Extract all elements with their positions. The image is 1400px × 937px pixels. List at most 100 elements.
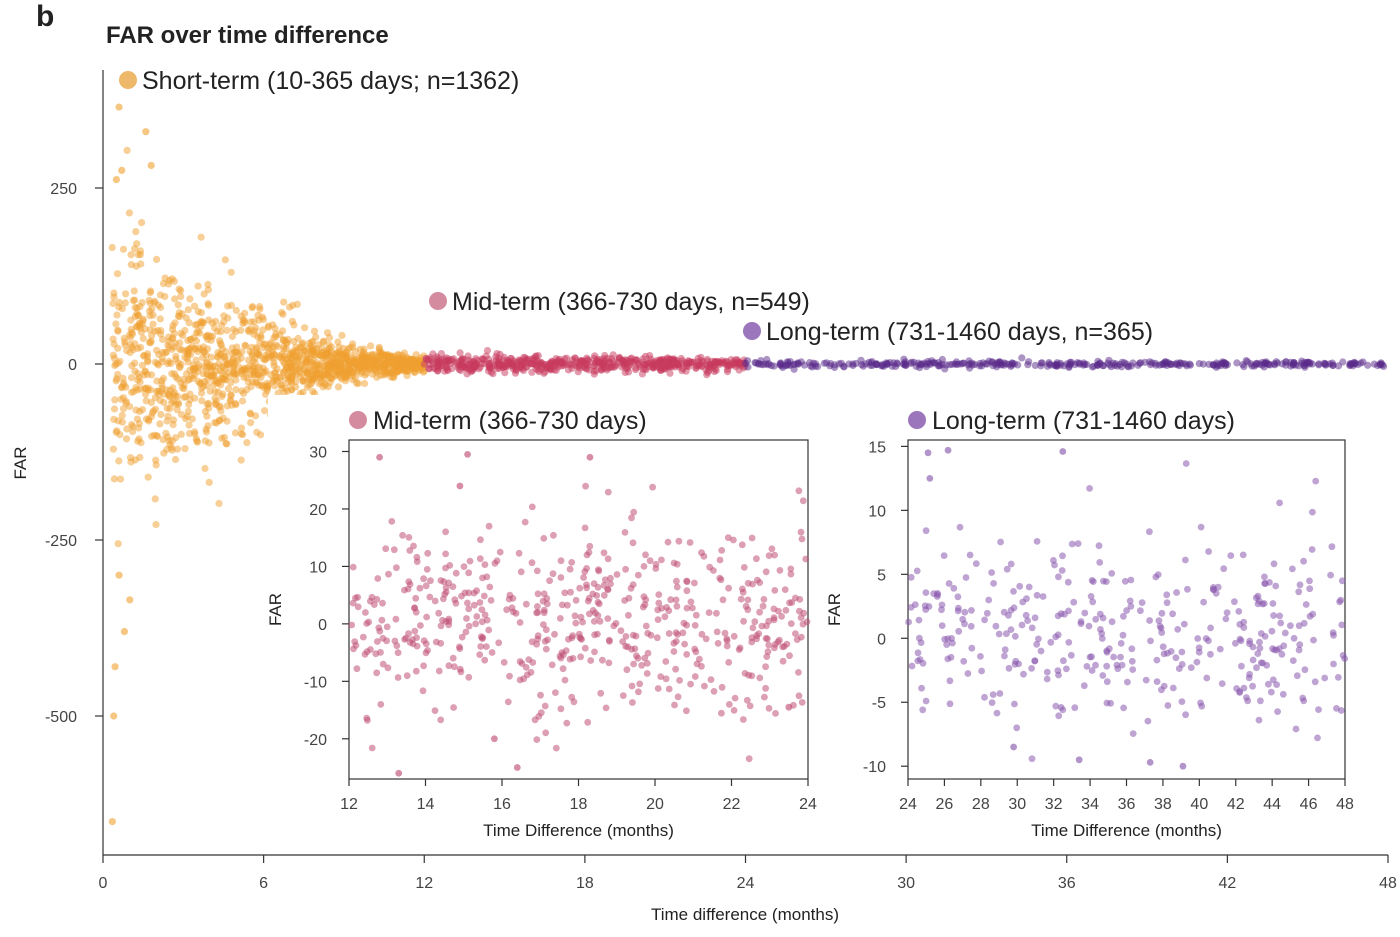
inset-data-point [662, 675, 670, 683]
data-point-short-outlier [126, 596, 134, 604]
data-point-long [1024, 361, 1032, 369]
inset-data-point [1273, 646, 1281, 654]
inset-data-point [563, 719, 571, 727]
data-point-short [243, 364, 251, 372]
inset-data-point [996, 690, 1004, 697]
inset-data-point [1087, 593, 1095, 600]
data-point-short [135, 419, 143, 428]
inset-data-point [1255, 716, 1263, 724]
data-point-short [237, 424, 246, 432]
inset-data-point [549, 570, 557, 578]
data-point-mid [703, 368, 712, 377]
data-point-short [237, 354, 245, 362]
inset-data-point [466, 557, 474, 565]
inset-data-point [1261, 580, 1269, 587]
data-point-short [334, 338, 342, 346]
inset-x-tick-label: 26 [936, 796, 954, 813]
inset-x-tick-label: 12 [340, 796, 358, 813]
inset-y-tick-label: 15 [868, 439, 886, 456]
data-point-short [269, 354, 277, 362]
data-point-mid [607, 355, 616, 363]
data-point-short [354, 379, 362, 388]
inset-data-point [654, 685, 662, 692]
data-point-mid [590, 370, 598, 378]
inset-data-point [509, 595, 517, 602]
inset-data-point [362, 609, 369, 616]
inset-data-point [472, 620, 480, 628]
inset-data-point [968, 607, 975, 614]
inset-data-point [600, 591, 608, 599]
inset-data-point [435, 609, 443, 617]
inset-data-point [1289, 565, 1296, 573]
inset-x-tick-label: 20 [646, 796, 664, 813]
inset-data-point [1025, 583, 1033, 591]
inset-data-point [601, 576, 609, 584]
inset-data-point [1209, 586, 1217, 593]
inset-data-point [1011, 700, 1018, 708]
data-point-short [123, 146, 131, 154]
data-point-short [351, 358, 359, 366]
inset-data-point [641, 654, 649, 662]
inset-data-point [373, 669, 381, 677]
inset-data-point [798, 535, 806, 543]
inset-data-point [798, 699, 806, 706]
data-point-long [1315, 360, 1323, 368]
data-point-short [229, 363, 237, 371]
data-point-short [114, 327, 122, 335]
data-point-short [152, 461, 160, 469]
data-point-short [227, 379, 235, 387]
inset-data-point [1296, 641, 1304, 648]
inset-data-point [655, 599, 663, 607]
data-point-short [232, 386, 240, 394]
inset-data-point [1310, 636, 1317, 644]
data-point-short [110, 415, 118, 423]
inset-data-point [943, 641, 951, 648]
inset-data-point [628, 514, 635, 522]
inset-data-point [748, 534, 756, 542]
inset-data-point [1173, 589, 1180, 596]
inset-data-point [417, 622, 424, 629]
data-point-short [281, 375, 290, 383]
inset-data-point [1033, 640, 1041, 648]
data-point-short [381, 352, 389, 360]
inset-data-point [591, 631, 598, 639]
inset-data-point [540, 609, 548, 617]
data-point-short [242, 342, 250, 350]
data-point-short [303, 368, 311, 376]
inset-data-point [1117, 653, 1124, 661]
inset-data-point [1293, 672, 1301, 680]
legend-marker [119, 71, 137, 89]
inset-data-point [787, 570, 795, 578]
data-point-short [246, 325, 254, 333]
data-point-mid [571, 354, 579, 362]
inset-data-point [689, 604, 696, 612]
inset-data-point [449, 654, 457, 662]
data-point-short [341, 357, 349, 366]
inset-data-point [479, 574, 486, 582]
inset-data-point [1272, 582, 1280, 590]
data-point-short [119, 405, 128, 413]
inset-data-point [1227, 552, 1235, 559]
inset-data-point [1064, 578, 1072, 586]
inset-data-point [465, 605, 473, 613]
data-point-short [253, 378, 261, 387]
inset-data-point [725, 584, 732, 592]
data-point-short-outlier [112, 175, 120, 184]
inset-data-point [914, 649, 922, 657]
data-point-short [139, 317, 147, 325]
inset-data-point [691, 645, 699, 653]
inset-data-point [368, 744, 376, 752]
inset-data-point [723, 642, 731, 650]
inset-data-point [736, 644, 744, 652]
data-point-mid [456, 357, 464, 365]
inset-data-point [657, 673, 665, 680]
inset-data-point [463, 615, 470, 622]
data-point-mid [621, 368, 629, 377]
inset-data-point [1218, 680, 1226, 687]
inset-data-point [552, 744, 560, 752]
data-point-short [135, 435, 143, 443]
inset-data-point [478, 618, 486, 626]
inset-data-point [922, 589, 930, 596]
data-point-short [116, 475, 125, 483]
inset-data-point [628, 645, 636, 653]
